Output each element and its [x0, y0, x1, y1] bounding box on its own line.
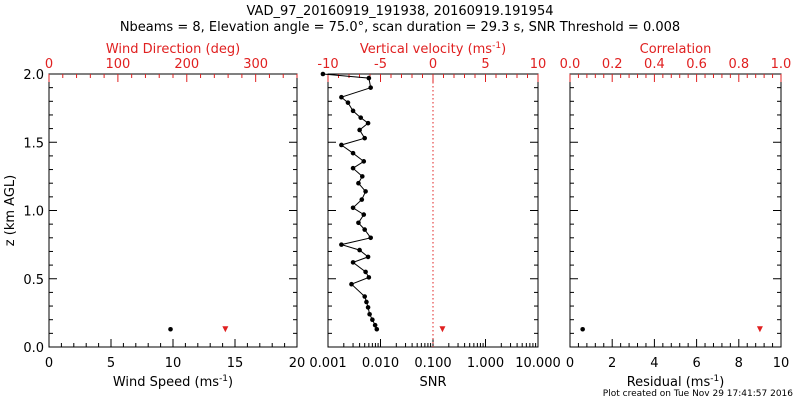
x-tick-label: 1.000: [467, 356, 504, 371]
data-point: [350, 260, 356, 265]
top-axis-label: Wind Direction (deg): [106, 42, 240, 57]
x-tick-label: 20: [289, 356, 306, 371]
data-point: [372, 322, 378, 328]
x-tick-label: 6: [692, 356, 700, 371]
y-tick-label: 1.5: [23, 136, 44, 151]
x-tick-label: 5: [107, 356, 115, 371]
data-point: [320, 71, 326, 77]
data-point-top: [756, 326, 763, 333]
x-tick-label: 0: [566, 356, 574, 371]
data-point: [339, 142, 344, 148]
data-point: [350, 150, 356, 156]
top-axis-label: Correlation: [640, 42, 712, 57]
data-point: [362, 294, 367, 299]
x-axis-label: SNR: [419, 375, 446, 390]
top-tick-label: 200: [174, 57, 199, 72]
x-tick-label: 0.100: [414, 356, 451, 371]
data-point: [366, 275, 372, 280]
x-tick-label: 0: [45, 356, 53, 371]
data-point-top: [439, 326, 446, 333]
data-point: [367, 311, 372, 317]
top-tick-label: -5: [374, 57, 387, 72]
y-axis-label: z (km AGL): [3, 175, 18, 246]
x-axis-label: Residual (ms-1): [627, 374, 725, 390]
plot-frame: [569, 73, 782, 348]
plot-frame: [48, 73, 298, 348]
data-point: [364, 299, 369, 305]
top-axis-label: Vertical velocity (ms-1): [360, 41, 506, 57]
top-tick-label: 5: [481, 57, 489, 72]
data-point: [350, 205, 356, 211]
top-tick-label: 0.2: [602, 57, 623, 72]
data-point: [365, 305, 371, 310]
data-point: [357, 247, 362, 253]
x-tick-label: 8: [735, 356, 743, 371]
data-point: [361, 159, 367, 164]
x-tick-label: 15: [227, 356, 244, 371]
data-point: [362, 135, 367, 141]
data-point: [356, 180, 361, 186]
top-tick-label: 0.4: [644, 57, 665, 72]
x-tick-label: 10.000: [515, 356, 561, 371]
figure-subtitle: Nbeams = 8, Elevation angle = 75.0°, sca…: [120, 20, 680, 35]
top-tick-label: 10: [530, 57, 547, 72]
x-tick-label: 4: [650, 356, 658, 371]
top-tick-label: 0.6: [686, 57, 707, 72]
data-point: [345, 100, 351, 105]
data-point: [349, 281, 354, 287]
y-tick-label: 2.0: [23, 68, 44, 83]
x-tick-label: 0.001: [309, 356, 346, 371]
top-tick-label: 100: [105, 57, 130, 72]
data-point: [359, 197, 365, 202]
x-axis-label: Wind Speed (ms-1): [113, 374, 233, 390]
plot-created-footer: Plot created on Tue Nov 29 17:41:57 2016: [603, 389, 793, 399]
y-tick-label: 0.0: [23, 341, 44, 356]
panel-wind: 0.0 0.5 1.0 1.5 2.0 z (km AGL) 0 5 10 15 20 Wind Sp…: [3, 42, 305, 390]
data-point: [365, 254, 371, 260]
top-tick-label: -10: [317, 57, 338, 72]
x-tick-label: 10: [165, 356, 182, 371]
top-tick-label: 0.8: [728, 57, 749, 72]
data-point: [370, 317, 375, 323]
data-point: [350, 165, 356, 171]
data-point: [580, 326, 585, 332]
data-point: [339, 94, 344, 100]
data-point: [366, 75, 372, 81]
data-point: [374, 326, 380, 332]
data-point: [362, 227, 367, 232]
snr-profile-line: [322, 73, 378, 330]
top-tick-label: 0: [45, 57, 53, 72]
data-point: [363, 269, 368, 275]
data-point: [359, 174, 365, 179]
data-point: [358, 115, 364, 120]
figure-title: VAD_97_20160919_191938, 20160919.191954: [247, 4, 554, 19]
panel-residual: 0 2 4 6 8 10 Residual (ms-1) 0.0 0.2 0.4 0.6 0.8 1.0…: [560, 42, 792, 390]
data-point: [363, 189, 368, 194]
data-point: [365, 120, 371, 126]
data-point: [339, 242, 344, 247]
x-tick-label: 10: [773, 356, 790, 371]
data-point: [368, 235, 373, 241]
y-tick-label: 0.5: [23, 273, 44, 288]
x-tick-label: 0.010: [362, 356, 399, 371]
data-point: [368, 85, 373, 90]
x-tick-label: 2: [608, 356, 616, 371]
panel-snr: 0.001 0.010 0.100 1.000 10.000 SNR -10 -5 0 5 10 Ve…: [309, 41, 560, 390]
data-point: [350, 108, 356, 114]
data-point: [356, 220, 361, 226]
top-tick-label: 0: [429, 57, 437, 72]
data-point: [361, 212, 367, 217]
data-point: [357, 127, 362, 133]
top-tick-label: 0.0: [560, 57, 581, 72]
top-tick-label: 300: [243, 57, 268, 72]
top-tick-label: 1.0: [771, 57, 792, 72]
data-point: [168, 326, 173, 332]
data-point-top: [222, 326, 229, 333]
y-tick-label: 1.0: [23, 205, 44, 220]
